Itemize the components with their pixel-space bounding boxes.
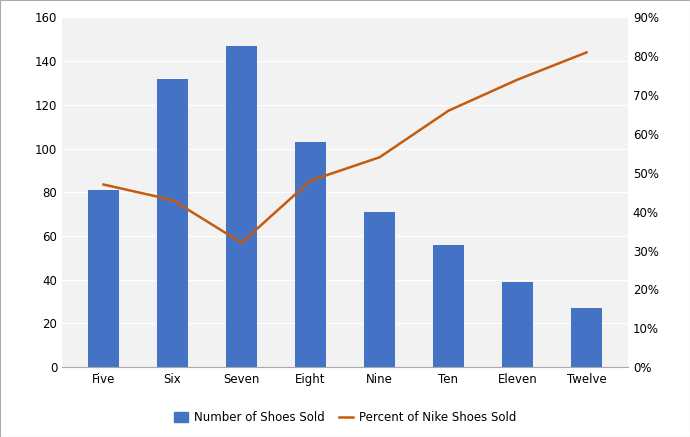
- Bar: [295, 142, 326, 367]
- Bar: [88, 190, 119, 367]
- Line: Percent of Nike Shoes Sold: Percent of Nike Shoes Sold: [104, 52, 586, 243]
- Bar: [502, 282, 533, 367]
- Bar: [571, 308, 602, 367]
- Bar: [226, 46, 257, 367]
- Legend: Number of Shoes Sold, Percent of Nike Shoes Sold: Number of Shoes Sold, Percent of Nike Sh…: [169, 406, 521, 429]
- Percent of Nike Shoes Sold: [375, 155, 384, 160]
- Percent of Nike Shoes Sold: [237, 240, 246, 246]
- Percent of Nike Shoes Sold: [444, 108, 453, 113]
- Percent of Nike Shoes Sold: [168, 198, 177, 203]
- Bar: [157, 79, 188, 367]
- Percent of Nike Shoes Sold: [513, 77, 522, 82]
- Bar: [433, 245, 464, 367]
- Percent of Nike Shoes Sold: [99, 182, 108, 187]
- Bar: [364, 212, 395, 367]
- Percent of Nike Shoes Sold: [582, 50, 591, 55]
- Percent of Nike Shoes Sold: [306, 178, 315, 183]
